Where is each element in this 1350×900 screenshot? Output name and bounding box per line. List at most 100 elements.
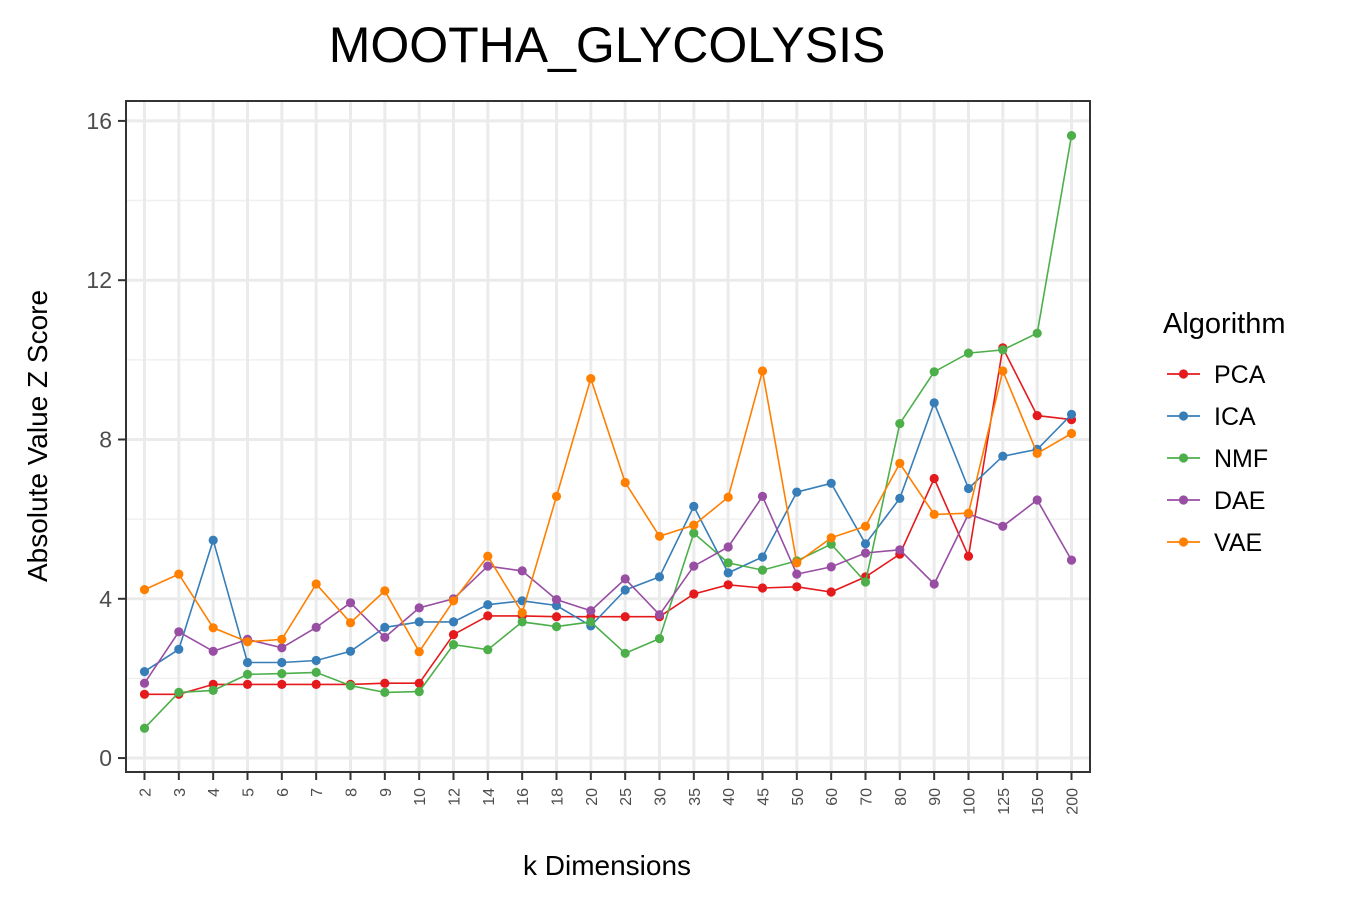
data-point-ica [174, 644, 184, 654]
legend-label: PCA [1214, 361, 1266, 389]
series-line-vae [144, 368, 1072, 654]
chart-title: MOOTHA_GLYCOLYSIS [329, 17, 886, 73]
legend-label: DAE [1214, 487, 1265, 515]
series-layer [139, 131, 1077, 733]
x-tick-label: 150 [1030, 788, 1047, 815]
data-point-nmf [963, 348, 974, 358]
series-line-pca [144, 345, 1072, 696]
data-point-vae [311, 579, 321, 589]
data-point-vae [139, 585, 150, 595]
data-point-nmf [1066, 131, 1077, 141]
data-point-vae [689, 520, 699, 530]
data-point-vae [723, 492, 733, 502]
y-tick-label: 16 [86, 108, 112, 134]
data-point-pca [826, 587, 836, 597]
data-point-ica [757, 552, 768, 562]
grid-lines [126, 101, 1090, 772]
data-point-vae [895, 458, 905, 468]
data-point-ica [345, 646, 356, 656]
data-point-vae [414, 647, 424, 657]
data-point-nmf [654, 634, 665, 644]
data-point-ica [242, 657, 253, 668]
data-point-dae [174, 627, 184, 637]
data-point-nmf [998, 345, 1008, 355]
data-point-ica [929, 398, 939, 408]
data-point-nmf [1032, 328, 1042, 338]
data-point-pca [963, 551, 974, 561]
data-point-pca [1032, 411, 1042, 421]
data-point-pca [139, 689, 150, 699]
data-point-pca [483, 611, 493, 621]
data-point-vae [448, 596, 459, 606]
x-tick-label: 125 [996, 788, 1013, 815]
data-point-vae [757, 366, 768, 376]
legend-title: Algorithm [1163, 308, 1286, 340]
y-tick-label: 4 [99, 586, 112, 612]
data-point-vae [654, 531, 665, 541]
data-point-vae [483, 551, 493, 561]
series-nmf [139, 131, 1077, 733]
data-point-ica [689, 501, 699, 511]
data-point-ica [139, 667, 150, 677]
data-point-vae [380, 586, 390, 596]
x-tick-label: 8 [344, 788, 361, 797]
x-tick-label: 9 [378, 788, 395, 797]
x-tick-label: 7 [309, 788, 326, 797]
data-point-vae [586, 374, 596, 384]
series-ica [139, 398, 1077, 677]
data-point-ica [414, 617, 424, 627]
data-point-nmf [895, 419, 905, 429]
data-point-vae [826, 533, 836, 543]
data-point-nmf [929, 367, 939, 377]
legend-item-ica: ICA [1167, 403, 1256, 431]
data-point-pca [689, 589, 699, 599]
data-point-vae [208, 623, 218, 633]
x-tick-label: 30 [653, 788, 670, 806]
data-point-pca [242, 679, 253, 690]
data-point-vae [929, 509, 939, 519]
data-point-dae [551, 595, 562, 605]
data-point-dae [620, 574, 630, 584]
data-point-ica [792, 487, 802, 497]
legend-key-point [1178, 495, 1189, 505]
legend-key-point [1178, 369, 1189, 379]
data-point-ica [208, 535, 218, 545]
data-point-nmf [826, 539, 836, 549]
data-point-ica [311, 655, 321, 666]
data-point-pca [757, 583, 768, 593]
data-point-ica [277, 657, 287, 668]
x-tick-label: 35 [687, 788, 704, 806]
x-tick-label: 16 [515, 788, 532, 806]
legend-label: NMF [1214, 445, 1268, 473]
x-tick-label: 80 [893, 788, 910, 806]
data-point-ica [895, 493, 905, 503]
data-point-pca [414, 678, 424, 688]
y-tick-label: 12 [86, 267, 112, 293]
data-point-nmf [277, 669, 287, 679]
data-point-pca [792, 582, 802, 592]
x-tick-label: 6 [275, 788, 292, 797]
series-line-nmf [143, 135, 1073, 729]
data-point-pca [448, 630, 459, 640]
x-tick-label: 3 [172, 788, 189, 797]
data-point-dae [998, 521, 1008, 531]
legend-item-dae: DAE [1167, 487, 1265, 515]
legend-item-pca: PCA [1167, 361, 1266, 389]
data-point-dae [895, 545, 905, 555]
data-point-dae [277, 643, 287, 653]
data-point-nmf [551, 622, 562, 632]
series-line-ica [144, 400, 1073, 673]
data-point-ica [723, 568, 733, 578]
data-point-dae [1066, 555, 1077, 565]
data-point-dae [860, 548, 871, 558]
x-tick-label: 50 [790, 788, 807, 806]
data-point-vae [242, 637, 253, 647]
legend-item-nmf: NMF [1167, 445, 1268, 473]
x-tick-label: 20 [584, 788, 601, 806]
data-point-vae [620, 477, 630, 488]
data-point-vae [345, 618, 356, 628]
data-point-dae [380, 632, 390, 643]
series-line-dae [143, 494, 1073, 684]
data-point-ica [998, 451, 1008, 461]
data-point-nmf [208, 685, 218, 696]
